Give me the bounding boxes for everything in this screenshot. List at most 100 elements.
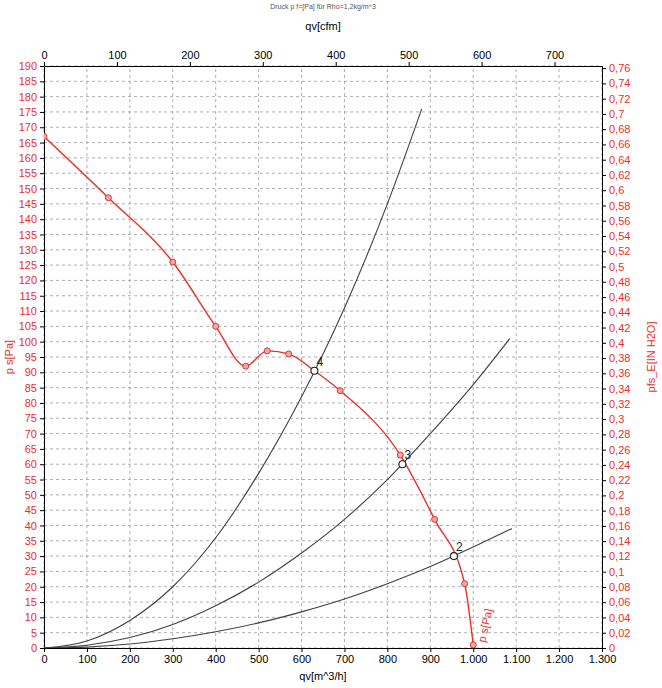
curve-label: p s[Pa]: [475, 607, 494, 643]
tick-mark: [602, 648, 606, 649]
grid-line-y: [44, 372, 602, 373]
tick-mark: [40, 480, 44, 481]
grid-line-x: [559, 66, 560, 648]
tick-mark: [40, 97, 44, 98]
tick: 145: [19, 198, 44, 210]
tick: 40: [25, 519, 44, 531]
tick-label: 100: [78, 653, 96, 665]
tick: 0,62: [602, 169, 630, 181]
point-marker: [397, 452, 403, 458]
tick-label: 1.000: [460, 653, 488, 665]
grid-line-y: [44, 464, 602, 465]
point-marker: [105, 195, 111, 201]
tick-label: 0,06: [609, 596, 630, 608]
tick-mark: [40, 296, 44, 297]
tick-mark: [40, 342, 44, 343]
operating-point-label: 3: [404, 448, 411, 462]
x2-axis: 0100200300400500600700: [41, 49, 602, 67]
tick-mark: [40, 280, 44, 281]
tick-mark: [40, 510, 44, 511]
tick-label: 900: [422, 653, 440, 665]
grid-line-y: [44, 632, 602, 633]
tick: 0,38: [602, 352, 630, 364]
tick-label: 600: [293, 653, 311, 665]
tick-label: 0,64: [609, 154, 630, 166]
tick: 100: [108, 49, 126, 66]
tick-mark: [602, 312, 606, 313]
point-marker: [264, 348, 270, 354]
grid: [44, 66, 602, 648]
tick-label: 115: [19, 290, 37, 302]
tick-label: 180: [19, 91, 37, 103]
tick-label: 55: [25, 474, 37, 486]
tick-label: 700: [546, 49, 564, 61]
tick-mark: [190, 62, 191, 66]
grid-line-y: [44, 494, 602, 495]
grid-line-y: [44, 510, 602, 511]
tick-label: 110: [19, 305, 37, 317]
tick-mark: [40, 81, 44, 82]
grid-line-y: [44, 142, 602, 143]
tick-label: 0,24: [609, 459, 630, 471]
tick-mark: [473, 648, 474, 652]
tick-label: 20: [25, 581, 37, 593]
tick: 0,6: [602, 184, 624, 196]
tick-mark: [40, 250, 44, 251]
grid-line-y: [44, 479, 602, 480]
grid-line-y: [44, 203, 602, 204]
tick-label: 135: [19, 228, 37, 240]
tick: 0,74: [602, 77, 630, 89]
tick-label: 190: [19, 60, 37, 72]
tick: 600: [473, 49, 491, 66]
tick-mark: [130, 648, 131, 652]
tick-label: 0,68: [609, 123, 630, 135]
tick-mark: [40, 449, 44, 450]
tick: 85: [25, 382, 44, 394]
tick-mark: [40, 143, 44, 144]
tick-mark: [40, 265, 44, 266]
tick: 1.000: [460, 648, 488, 665]
tick-label: 1.100: [503, 653, 531, 665]
labels: p s[Pa]432: [316, 355, 494, 644]
grid-line-y: [44, 280, 602, 281]
tick: 0,7: [602, 108, 624, 120]
tick: 0,66: [602, 138, 630, 150]
tick: 0,46: [602, 291, 630, 303]
tick: 0,28: [602, 428, 630, 440]
tick-mark: [40, 587, 44, 588]
tick-label: 0,58: [609, 199, 630, 211]
tick: 0,34: [602, 383, 630, 395]
tick-label: 40: [25, 519, 37, 531]
tick-mark: [40, 541, 44, 542]
grid-line-y: [44, 127, 602, 128]
tick-label: 200: [181, 49, 199, 61]
tick-mark: [602, 221, 606, 222]
grid-line-y: [44, 234, 602, 235]
plot-area: [44, 109, 512, 648]
tick-mark: [44, 62, 45, 66]
tick: 5: [31, 627, 44, 639]
tick: 0,24: [602, 459, 630, 471]
tick-label: 125: [19, 259, 37, 271]
grid-line-y: [44, 326, 602, 327]
tick: 0,16: [602, 520, 630, 532]
tick-label: 0,4: [609, 337, 624, 349]
tick: 70: [25, 428, 44, 440]
tick: 150: [19, 183, 44, 195]
tick-mark: [40, 372, 44, 373]
tick-label: 0,72: [609, 93, 630, 105]
tick: 160: [19, 152, 44, 164]
grid-line-y: [44, 556, 602, 557]
tick-label: 0,56: [609, 215, 630, 227]
tick-mark: [602, 572, 606, 573]
operating-point-label: 4: [316, 355, 323, 369]
tick-label: 105: [19, 320, 37, 332]
grid-line-y: [44, 295, 602, 296]
tick-label: 10: [25, 611, 37, 623]
tick-mark: [602, 587, 606, 588]
grid-line-y: [44, 311, 602, 312]
tick: 800: [379, 648, 397, 665]
tick: 95: [25, 351, 44, 363]
tick-label: 400: [207, 653, 225, 665]
tick-mark: [602, 328, 606, 329]
